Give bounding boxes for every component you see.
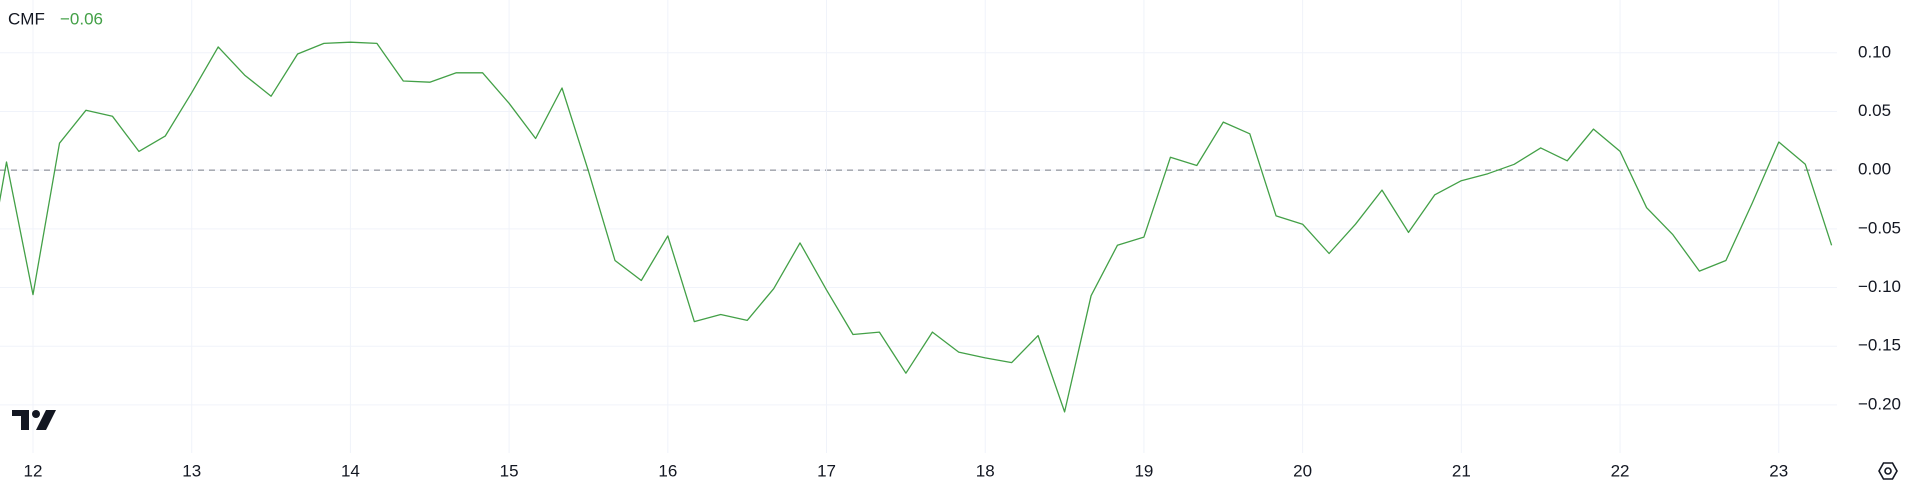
x-tick-label: 13 bbox=[182, 461, 201, 480]
indicator-name: CMF bbox=[8, 9, 45, 28]
y-tick-label: 0.00 bbox=[1858, 160, 1891, 179]
tradingview-logo bbox=[12, 410, 56, 430]
y-tick-label: −0.05 bbox=[1858, 218, 1901, 237]
y-tick-label: −0.20 bbox=[1858, 394, 1901, 413]
x-tick-label: 20 bbox=[1293, 461, 1312, 480]
x-tick-label: 18 bbox=[976, 461, 995, 480]
x-tick-label: 19 bbox=[1134, 461, 1153, 480]
x-tick-label: 21 bbox=[1452, 461, 1471, 480]
y-tick-label: 0.05 bbox=[1858, 101, 1891, 120]
x-tick-label: 17 bbox=[817, 461, 836, 480]
settings-button[interactable] bbox=[1878, 462, 1898, 480]
plot-area bbox=[0, 41, 1833, 413]
x-tick-label: 12 bbox=[24, 461, 43, 480]
y-tick-label: 0.10 bbox=[1858, 42, 1891, 61]
indicator-value: −0.06 bbox=[60, 9, 103, 28]
grid bbox=[0, 0, 1837, 453]
cmf-line bbox=[0, 41, 1833, 413]
y-tick-label: −0.15 bbox=[1858, 336, 1901, 355]
x-tick-label: 15 bbox=[500, 461, 519, 480]
x-tick-label: 23 bbox=[1769, 461, 1788, 480]
x-tick-label: 14 bbox=[341, 461, 360, 480]
x-tick-label: 16 bbox=[658, 461, 677, 480]
y-tick-label: −0.10 bbox=[1858, 277, 1901, 296]
x-tick-label: 22 bbox=[1611, 461, 1630, 480]
